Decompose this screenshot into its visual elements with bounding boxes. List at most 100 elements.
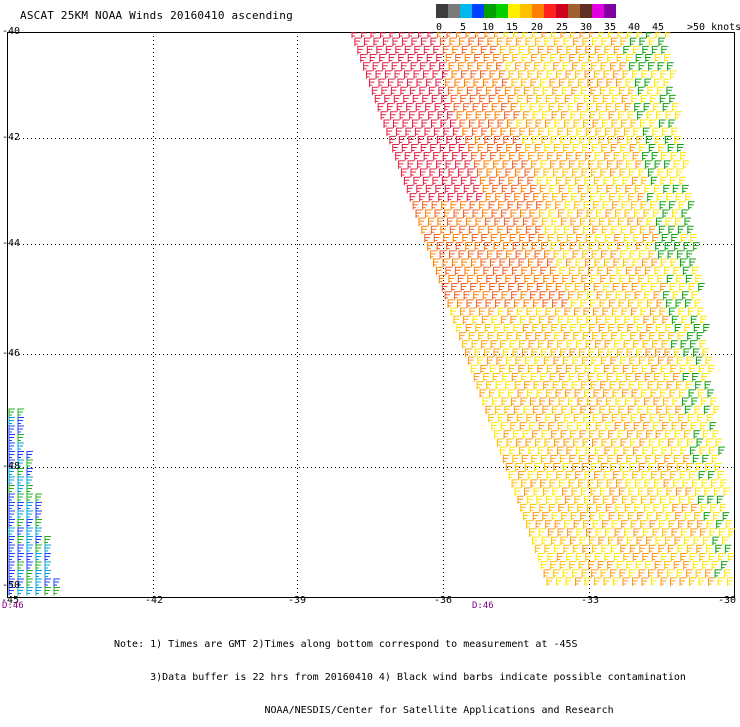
wind-barb: [655, 217, 663, 227]
wind-barb: [562, 462, 570, 472]
wind-barb: [643, 103, 651, 112]
wind-barb: [567, 397, 575, 407]
wind-barb: [494, 32, 500, 38]
wind-barb: [581, 569, 589, 578]
wind-barb: [383, 119, 391, 128]
wind-barb: [700, 315, 707, 325]
wind-barb: [564, 94, 572, 104]
wind-barb: [508, 176, 515, 186]
wind-barb: [497, 307, 505, 317]
wind-barb: [658, 225, 666, 235]
wind-barb: [385, 70, 392, 79]
wind-barb: [563, 225, 571, 235]
wind-barb: [608, 217, 615, 227]
wind-barb: [560, 348, 567, 357]
wind-barb: [679, 283, 686, 292]
wind-barb: [429, 168, 436, 178]
wind-barb: [673, 454, 681, 464]
wind-barb: [523, 111, 530, 120]
wind-barb: [553, 356, 560, 366]
wind-barb: [8, 476, 15, 485]
wind-barb: [561, 299, 569, 308]
wind-barb: [496, 144, 504, 153]
wind-barb: [570, 111, 578, 120]
wind-barb: [659, 495, 667, 505]
wind-barb: [591, 356, 598, 366]
wind-barb: [576, 233, 583, 243]
wind-barb: [526, 413, 533, 423]
wind-barb: [602, 307, 609, 317]
wind-barb: [683, 242, 691, 251]
wind-barb: [724, 544, 732, 554]
wind-barb: [631, 495, 638, 505]
wind-barb: [479, 94, 486, 104]
wind-barb: [569, 454, 576, 464]
wind-barb: [534, 462, 541, 472]
wind-barb: [614, 422, 622, 431]
wind-barb: [638, 62, 646, 71]
wind-barb: [508, 283, 515, 292]
wind-barb: [496, 250, 504, 259]
wind-barb: [535, 413, 543, 423]
wind-barb: [721, 561, 728, 570]
wind-barb: [565, 471, 573, 480]
wind-barb: [442, 258, 449, 268]
wind-barb: [615, 291, 623, 300]
wind-barb: [661, 45, 668, 55]
wind-barb: [26, 459, 33, 468]
wind-barb: [528, 340, 536, 349]
wind-barb: [643, 422, 650, 431]
wind-barb: [402, 119, 410, 128]
wind-barb: [702, 348, 710, 357]
wind-barb: [684, 217, 691, 227]
wind-barb: [601, 37, 608, 47]
wind-barb: [612, 283, 620, 292]
wind-barb: [35, 519, 42, 528]
wind-barb: [520, 209, 527, 218]
wind-barb: [665, 512, 673, 521]
wind-barb: [592, 413, 600, 423]
wind-barb: [543, 356, 551, 366]
wind-barb: [505, 381, 512, 390]
wind-barb: [17, 561, 24, 570]
wind-barb: [619, 462, 627, 472]
wind-barb: [44, 553, 51, 562]
wind-barb: [385, 45, 393, 55]
wind-barb: [35, 587, 42, 596]
wind-barb: [557, 528, 565, 537]
wind-barb: [452, 233, 460, 243]
wind-barb: [557, 340, 564, 349]
wind-barb: [626, 348, 634, 357]
wind-barb: [452, 152, 459, 161]
wind-barb: [546, 258, 554, 268]
wind-barb: [565, 258, 573, 268]
wind-barb: [650, 94, 657, 104]
wind-barb: [593, 283, 601, 292]
wind-barb: [485, 111, 492, 120]
wind-barb: [390, 86, 398, 96]
wind-barb: [588, 135, 596, 145]
wind-barb: [467, 274, 474, 284]
wind-barb: [545, 413, 552, 423]
wind-barb: [595, 340, 602, 349]
wind-barb: [664, 242, 672, 251]
scale-label: 5: [459, 22, 467, 33]
wind-barb: [458, 144, 466, 153]
wind-barb: [623, 446, 630, 456]
wind-barb: [604, 446, 611, 456]
wind-barb: [671, 422, 679, 431]
wind-barb: [476, 168, 484, 178]
wind-barb: [480, 45, 488, 55]
wind-barb: [532, 405, 540, 415]
wind-barb: [490, 127, 498, 137]
wind-barb: [660, 283, 667, 292]
wind-barb: [673, 160, 681, 169]
wind-barb: [572, 462, 579, 472]
wind-barb: [556, 471, 563, 480]
wind-barb: [577, 397, 584, 407]
wind-barb: [657, 274, 664, 284]
wind-barb: [393, 94, 401, 104]
wind-barb: [489, 364, 497, 374]
wind-barb: [550, 536, 558, 546]
wind-barb: [641, 258, 649, 268]
